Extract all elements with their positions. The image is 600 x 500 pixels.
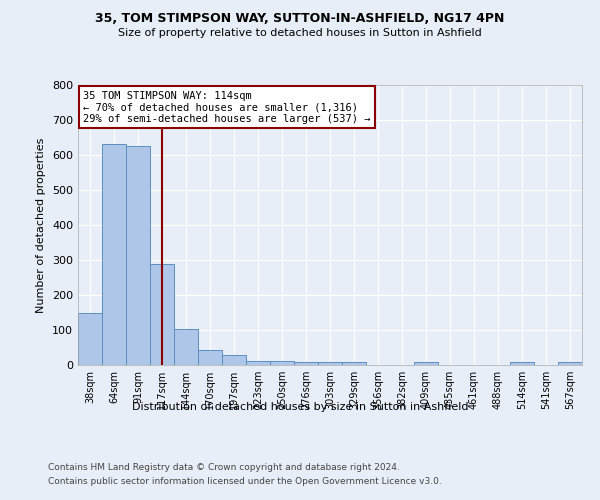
Bar <box>414 362 438 365</box>
Bar <box>510 362 534 365</box>
Bar <box>102 144 126 365</box>
Bar <box>222 355 246 365</box>
Text: Size of property relative to detached houses in Sutton in Ashfield: Size of property relative to detached ho… <box>118 28 482 38</box>
Bar <box>150 264 174 365</box>
Text: 35, TOM STIMPSON WAY, SUTTON-IN-ASHFIELD, NG17 4PN: 35, TOM STIMPSON WAY, SUTTON-IN-ASHFIELD… <box>95 12 505 26</box>
Bar <box>294 362 318 365</box>
Bar <box>78 313 102 365</box>
Bar <box>342 362 366 365</box>
Text: 35 TOM STIMPSON WAY: 114sqm
← 70% of detached houses are smaller (1,316)
29% of : 35 TOM STIMPSON WAY: 114sqm ← 70% of det… <box>83 90 371 124</box>
Bar <box>174 329 198 365</box>
Text: Contains HM Land Registry data © Crown copyright and database right 2024.: Contains HM Land Registry data © Crown c… <box>48 462 400 471</box>
Bar <box>318 362 342 365</box>
Bar <box>126 146 150 365</box>
Bar <box>246 361 270 365</box>
Text: Contains public sector information licensed under the Open Government Licence v3: Contains public sector information licen… <box>48 478 442 486</box>
Y-axis label: Number of detached properties: Number of detached properties <box>37 138 46 312</box>
Bar <box>270 361 294 365</box>
Bar <box>558 362 582 365</box>
Text: Distribution of detached houses by size in Sutton in Ashfield: Distribution of detached houses by size … <box>132 402 468 412</box>
Bar <box>198 350 222 365</box>
